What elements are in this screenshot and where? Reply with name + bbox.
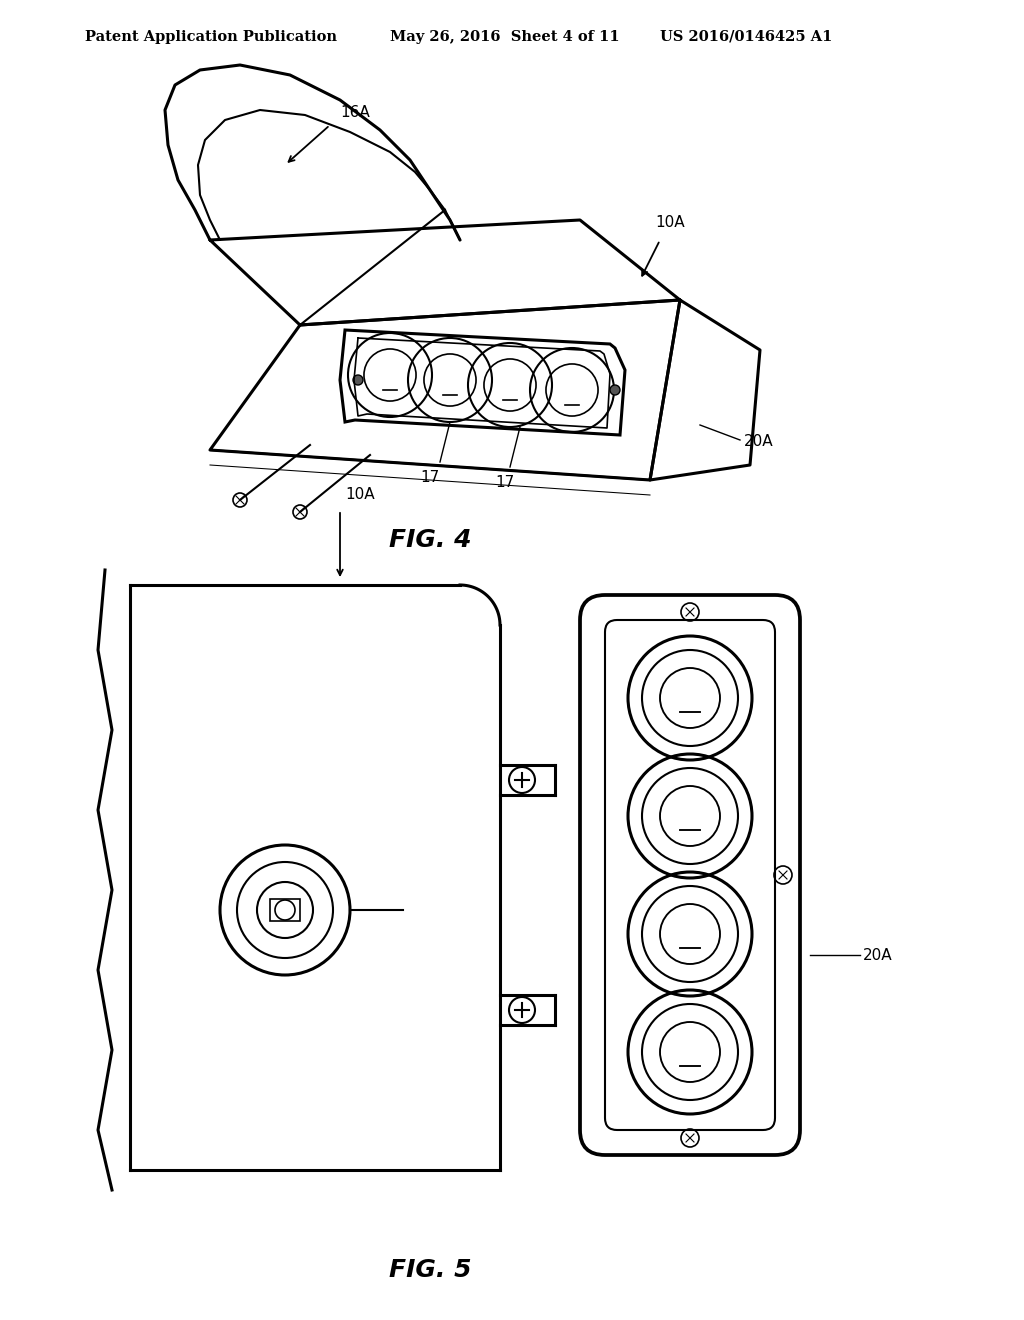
Text: 17: 17 — [421, 470, 439, 484]
Text: FIG. 5: FIG. 5 — [389, 1258, 471, 1282]
Text: 10A: 10A — [345, 487, 375, 502]
Text: 17: 17 — [496, 475, 515, 490]
Text: FIG. 4: FIG. 4 — [389, 528, 471, 552]
Text: 20A: 20A — [744, 434, 773, 450]
Circle shape — [610, 385, 620, 395]
Text: May 26, 2016  Sheet 4 of 11: May 26, 2016 Sheet 4 of 11 — [390, 30, 620, 44]
Text: US 2016/0146425 A1: US 2016/0146425 A1 — [660, 30, 833, 44]
Text: Patent Application Publication: Patent Application Publication — [85, 30, 337, 44]
Text: 20A: 20A — [863, 948, 893, 962]
Text: 10A: 10A — [655, 215, 685, 230]
Bar — [270, 899, 300, 921]
Circle shape — [353, 375, 362, 385]
Text: 16A: 16A — [340, 106, 370, 120]
